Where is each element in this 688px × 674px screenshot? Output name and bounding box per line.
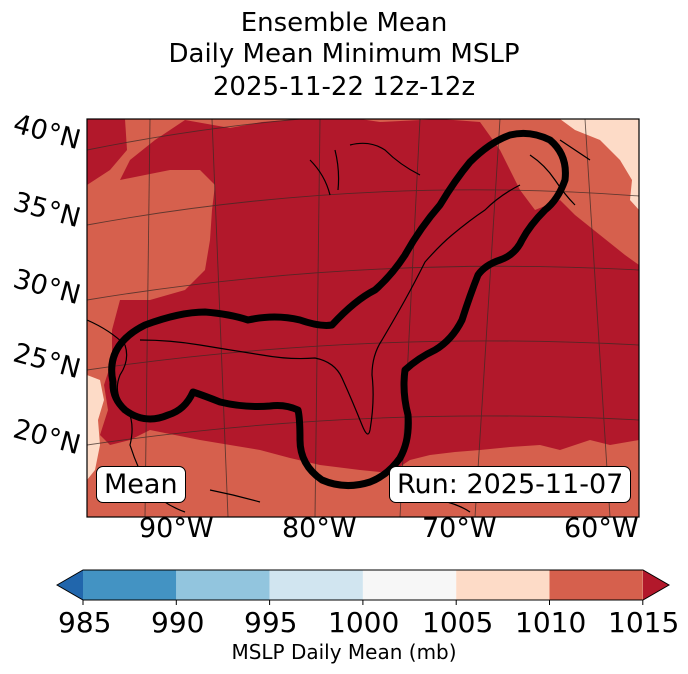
colorbar-tick-1010: 1010 xyxy=(515,606,587,639)
lon-label-90w: 90°W xyxy=(139,513,214,544)
title-line-1: Ensemble Mean xyxy=(240,8,448,38)
map-frame xyxy=(86,118,640,518)
run-date-box: Run: 2025-11-07 xyxy=(389,466,632,503)
title-line-2: Daily Mean Minimum MSLP xyxy=(168,39,520,69)
lon-label-80w: 80°W xyxy=(282,513,357,544)
colorbar-segment-995-1000 xyxy=(269,570,363,600)
field-low-northeast xyxy=(560,119,639,210)
colorbar-tick-990: 990 xyxy=(151,606,205,639)
colorbar-segment-1005-1010 xyxy=(456,570,550,600)
colorbar-tick-985: 985 xyxy=(58,606,112,639)
colorbar-segment-985-990 xyxy=(83,570,177,600)
graticule xyxy=(87,119,639,517)
colorbar-tick-1000: 1000 xyxy=(328,606,400,639)
lon-label-60w: 60°W xyxy=(564,513,639,544)
map-plot xyxy=(86,118,640,518)
colorbar-tickmarks xyxy=(82,600,644,605)
field-low-west xyxy=(87,375,104,480)
colorbar-tick-995: 995 xyxy=(244,606,298,639)
colorbar-label: MSLP Daily Mean (mb) xyxy=(231,640,457,664)
lon-label-70w: 70°W xyxy=(422,513,497,544)
colorbar-extend-low xyxy=(57,570,83,600)
colorbar-segment-1000-1005 xyxy=(362,570,457,600)
colorbar-extend-high xyxy=(643,570,669,600)
colorbar-tick-1015: 1015 xyxy=(608,606,680,639)
colorbar-tick-1005: 1005 xyxy=(422,606,494,639)
colorbar-segment-1010-1015 xyxy=(549,570,643,600)
contour-outline xyxy=(108,129,569,489)
title-line-3: 2025-11-22 12z-12z xyxy=(212,72,476,102)
mean-label-box: Mean xyxy=(96,466,186,503)
colorbar-segment-990-995 xyxy=(176,570,270,600)
field-high-west xyxy=(87,119,127,185)
